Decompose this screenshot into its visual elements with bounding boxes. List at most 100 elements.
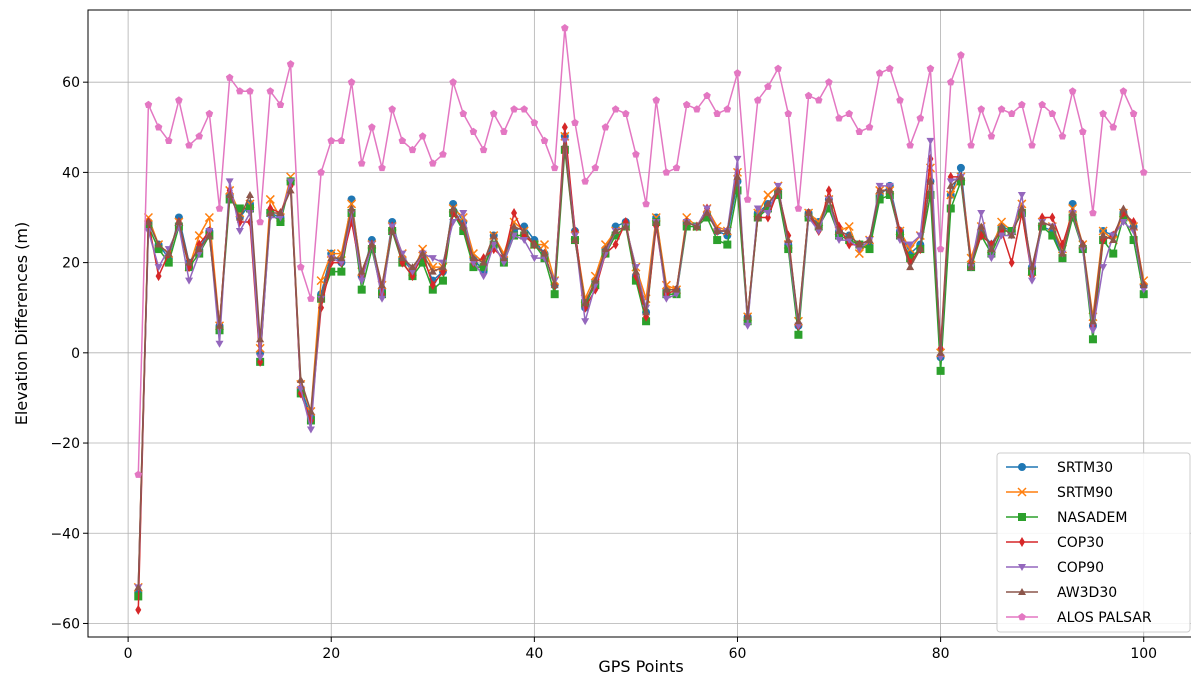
data-point-alos-palsar (571, 118, 579, 127)
data-point-alos-palsar (672, 163, 681, 172)
series-alos-palsar (134, 24, 1148, 478)
data-point-cop30 (612, 239, 619, 250)
data-point-cop90 (977, 209, 986, 217)
data-point-cop30 (409, 271, 416, 282)
data-point-alos-palsar (368, 123, 376, 131)
data-point-nasadem (1109, 249, 1118, 258)
data-point-cop90 (743, 322, 752, 330)
data-point-alos-palsar (611, 105, 620, 113)
data-point-alos-palsar (225, 73, 234, 81)
x-tick-label: 80 (932, 646, 950, 662)
series-nasadem (134, 145, 1148, 601)
data-point-aw3d30 (317, 294, 326, 302)
x-tick-label: 100 (1130, 646, 1157, 662)
data-point-nasadem (794, 330, 803, 339)
legend-label: COP90 (1057, 560, 1104, 576)
data-point-alos-palsar (997, 105, 1006, 113)
data-point-aw3d30 (479, 258, 488, 266)
data-point-cop30 (1008, 257, 1015, 268)
data-point-cop90 (763, 209, 772, 217)
legend-marker (1018, 613, 1026, 621)
y-tick-label: −60 (50, 616, 80, 632)
data-point-nasadem (1139, 290, 1148, 299)
data-point-aw3d30 (895, 231, 904, 239)
data-point-aw3d30 (459, 222, 468, 230)
data-point-aw3d30 (814, 222, 823, 230)
data-point-nasadem (875, 195, 884, 204)
data-point-nasadem (438, 276, 447, 285)
data-point-cop90 (530, 255, 539, 263)
data-point-aw3d30 (865, 236, 874, 244)
data-point-nasadem (1048, 231, 1057, 240)
legend-item-cop90: COP90 (1006, 560, 1104, 576)
data-point-aw3d30 (824, 195, 833, 203)
data-point-aw3d30 (733, 172, 742, 180)
y-tick-label: −40 (50, 526, 80, 542)
legend-marker (1018, 513, 1026, 521)
data-point-aw3d30 (337, 254, 346, 262)
series-line-nasadem (137, 149, 1145, 597)
data-point-aw3d30 (367, 240, 376, 248)
data-point-cop90 (885, 182, 894, 190)
data-point-cop30 (257, 356, 264, 367)
data-point-srtm30 (956, 163, 965, 172)
data-point-alos-palsar (1119, 87, 1128, 95)
y-axis-title: Elevation Differences (m) (12, 222, 31, 425)
data-point-alos-palsar (987, 132, 996, 140)
data-point-aw3d30 (174, 218, 183, 226)
legend-marker (1018, 588, 1026, 595)
data-point-alos-palsar (764, 82, 772, 90)
data-point-srtm90 (844, 221, 854, 232)
data-point-alos-palsar (439, 150, 447, 158)
data-point-aw3d30 (235, 213, 244, 221)
data-point-alos-palsar (276, 100, 285, 108)
data-point-alos-palsar (337, 136, 346, 145)
legend-item-srtm90: SRTM90 (1006, 485, 1113, 501)
data-point-alos-palsar (652, 96, 661, 104)
data-point-cop90 (662, 295, 671, 303)
data-point-cop90 (1017, 191, 1026, 199)
data-point-cop90 (388, 223, 397, 231)
data-point-alos-palsar (936, 245, 945, 253)
data-point-alos-palsar (1028, 141, 1036, 149)
legend-item-cop30: COP30 (1006, 535, 1104, 551)
data-point-aw3d30 (1129, 222, 1138, 230)
data-point-alos-palsar (794, 204, 803, 212)
data-point-alos-palsar (1129, 109, 1138, 117)
data-point-alos-palsar (429, 159, 437, 167)
data-point-cop90 (459, 209, 468, 217)
data-point-aw3d30 (916, 245, 925, 253)
data-point-alos-palsar (774, 64, 782, 72)
data-point-nasadem (611, 231, 620, 240)
data-point-alos-palsar (398, 136, 407, 145)
data-point-aw3d30 (601, 245, 610, 253)
data-point-cop90 (753, 205, 762, 213)
data-point-aw3d30 (875, 186, 884, 194)
data-point-cop30 (1049, 212, 1056, 223)
legend-label: COP30 (1057, 535, 1104, 551)
data-point-alos-palsar (530, 118, 539, 127)
data-point-aw3d30 (185, 258, 194, 266)
x-tick-label: 20 (322, 646, 340, 662)
data-point-alos-palsar (164, 136, 173, 145)
data-point-alos-palsar (357, 159, 366, 167)
data-point-aw3d30 (987, 245, 996, 253)
data-point-aw3d30 (692, 222, 701, 230)
data-point-aw3d30 (550, 281, 559, 289)
data-point-alos-palsar (1007, 109, 1016, 117)
data-point-aw3d30 (581, 299, 590, 307)
data-point-alos-palsar (784, 109, 793, 117)
data-point-alos-palsar (693, 105, 701, 113)
data-point-nasadem (1058, 254, 1067, 263)
legend-marker (1019, 537, 1025, 547)
data-point-alos-palsar (662, 168, 671, 176)
series-line-aw3d30 (137, 144, 1145, 588)
data-point-cop30 (135, 604, 142, 615)
data-point-aw3d30 (1109, 236, 1118, 244)
data-point-cop90 (174, 223, 183, 231)
data-point-alos-palsar (845, 109, 853, 117)
data-point-nasadem (1129, 236, 1138, 245)
data-point-aw3d30 (306, 407, 315, 415)
data-point-aw3d30 (144, 218, 153, 226)
data-point-aw3d30 (378, 281, 387, 289)
